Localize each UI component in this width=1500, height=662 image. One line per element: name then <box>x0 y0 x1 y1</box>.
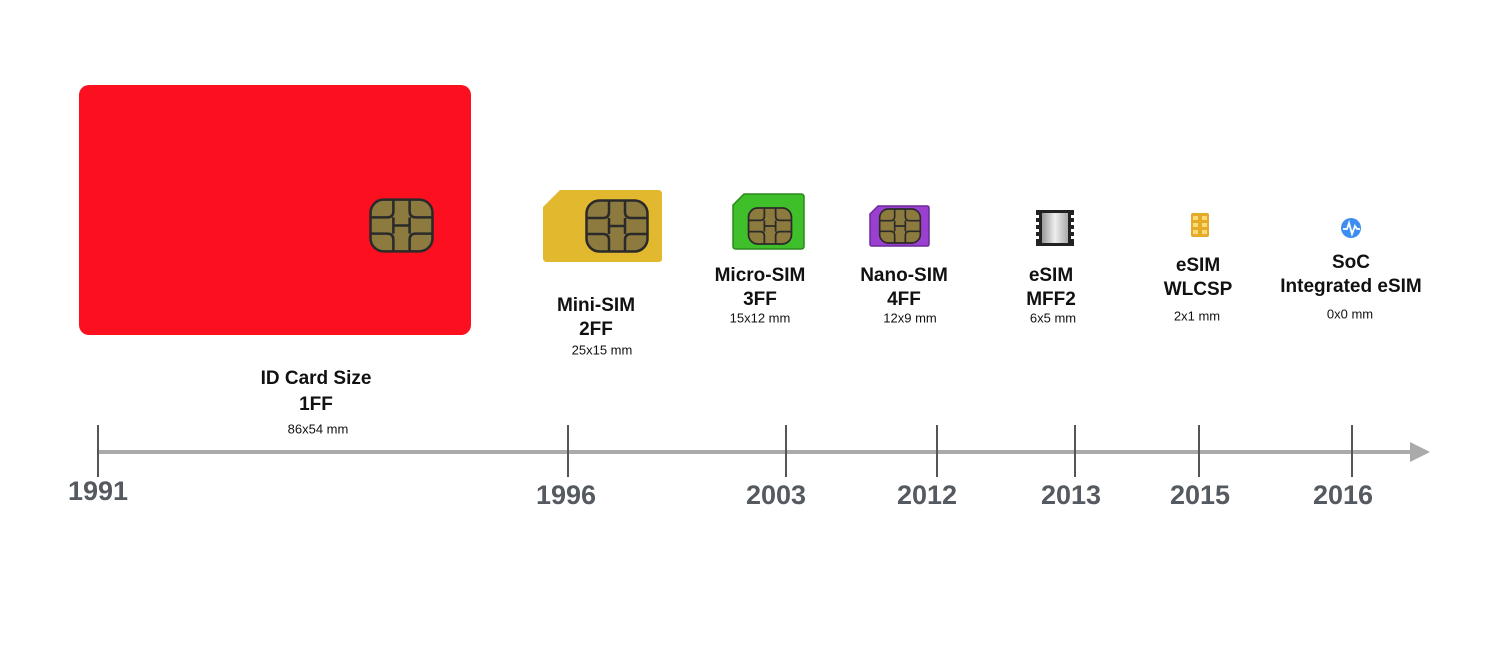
item-form: Integrated eSIM <box>1280 276 1421 297</box>
year-label: 2016 <box>1313 480 1373 510</box>
chip <box>369 198 434 253</box>
timeline-arrow <box>1410 442 1430 462</box>
year-label: 1991 <box>68 476 128 506</box>
item-size: 12x9 mm <box>883 310 936 325</box>
chip <box>585 199 649 253</box>
chip <box>878 208 922 244</box>
item-form: MFF2 <box>1026 289 1076 310</box>
item-form: 4FF <box>887 289 921 310</box>
item-form: 3FF <box>743 289 777 310</box>
item-size: 2x1 mm <box>1174 308 1220 323</box>
item-size: 15x12 mm <box>730 310 791 325</box>
item-name: eSIM <box>1176 255 1220 276</box>
item-name: Nano-SIM <box>860 265 948 286</box>
item-size: 0x0 mm <box>1327 306 1373 321</box>
year-label: 2003 <box>746 480 806 510</box>
id-card <box>79 85 471 335</box>
item-name: eSIM <box>1029 265 1073 286</box>
item-form: 1FF <box>299 394 333 415</box>
item-size: 25x15 mm <box>572 342 633 357</box>
item-name: ID Card Size <box>261 368 372 389</box>
item-name: Micro-SIM <box>715 265 806 286</box>
wlcsp-chip <box>1191 213 1209 237</box>
year-label: 2015 <box>1170 480 1230 510</box>
item-name: SoC <box>1332 252 1370 273</box>
mff2-chip <box>1036 210 1074 246</box>
item-form: WLCSP <box>1164 279 1233 300</box>
soc-icon <box>1341 218 1361 238</box>
item-size: 86x54 mm <box>288 421 349 436</box>
item-form: 2FF <box>579 319 613 340</box>
item-size: 6x5 mm <box>1030 310 1076 325</box>
year-label: 2013 <box>1041 480 1101 510</box>
year-label: 2012 <box>897 480 957 510</box>
ticks <box>97 425 1353 477</box>
item-name: Mini-SIM <box>557 295 635 316</box>
year-label: 1996 <box>536 480 596 510</box>
chip <box>747 207 793 245</box>
